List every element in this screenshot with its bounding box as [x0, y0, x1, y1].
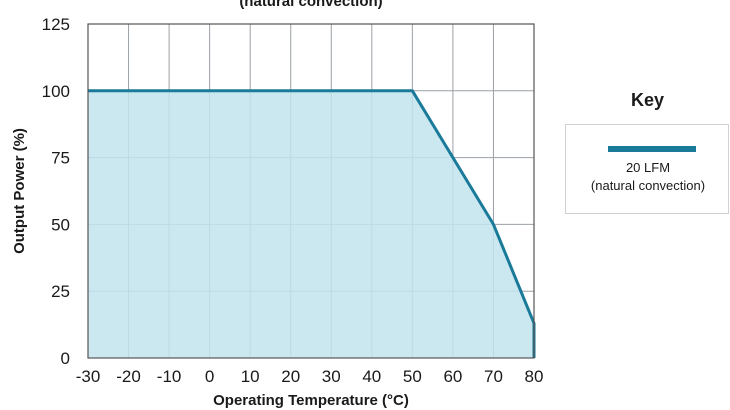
- x-tick-label: -10: [157, 367, 182, 386]
- legend: 20 LFM (natural convection): [565, 124, 729, 214]
- x-axis-label: Operating Temperature (°C): [213, 392, 409, 409]
- x-tick-label: 10: [241, 367, 260, 386]
- legend-series-sub: (natural convection): [590, 178, 706, 193]
- x-tick-label: 50: [403, 367, 422, 386]
- y-tick-label: 0: [61, 349, 70, 368]
- legend-series-name: 20 LFM: [625, 160, 671, 175]
- x-tick-label: 0: [205, 367, 214, 386]
- series-area-fill: [88, 90, 534, 359]
- x-tick-label: 40: [362, 367, 381, 386]
- y-tick-labels: 0 25 50 75 100 125: [42, 15, 70, 368]
- x-tick-labels: -30 -20 -10 0 10 20 30 40 50 60 70 80: [76, 367, 544, 386]
- x-tick-label: 80: [525, 367, 544, 386]
- legend-title: Key: [630, 90, 665, 110]
- plot-frame: [87, 23, 535, 359]
- x-tick-label: 30: [322, 367, 341, 386]
- legend-label: 20 LFM (natural convection): [566, 159, 730, 195]
- y-axis-label: Output Power (%): [11, 128, 28, 254]
- x-tick-label: -20: [116, 367, 141, 386]
- legend-swatch: [608, 146, 696, 152]
- x-tick-label: 20: [281, 367, 300, 386]
- y-tick-label: 50: [51, 215, 70, 234]
- chart-title: (natural convection): [239, 0, 382, 10]
- x-tick-label: 70: [484, 367, 503, 386]
- y-tick-label: 125: [42, 15, 70, 34]
- y-tick-label: 25: [51, 282, 70, 301]
- x-tick-label: -30: [76, 367, 101, 386]
- y-tick-label: 75: [51, 149, 70, 168]
- x-tick-label: 60: [443, 367, 462, 386]
- y-tick-label: 100: [42, 82, 70, 101]
